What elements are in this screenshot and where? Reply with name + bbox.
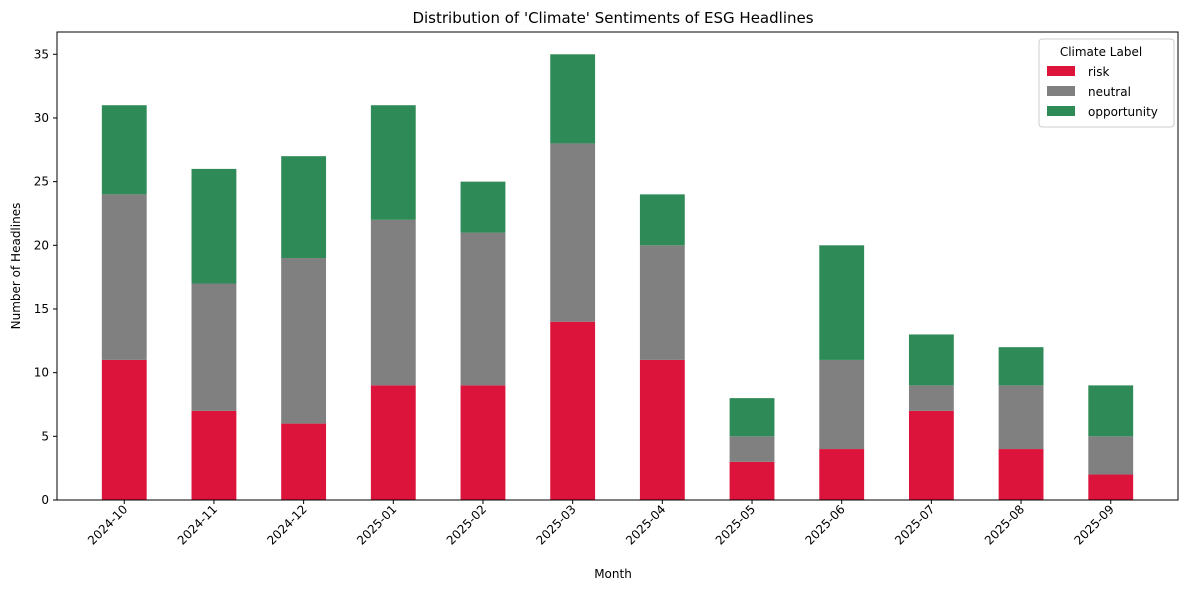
legend-frame (1038, 38, 1175, 128)
bar-opportunity-2024-10 (101, 105, 147, 195)
bar-opportunity-2025-02 (460, 181, 506, 233)
y-tick-label: 15 (34, 302, 49, 316)
x-tick-label: 2024-11 (175, 502, 220, 547)
y-tick-label: 0 (41, 493, 49, 507)
bar-risk-2024-11 (191, 410, 237, 500)
bar-neutral-2025-06 (819, 359, 865, 450)
y-tick-label: 35 (34, 47, 49, 61)
bar-neutral-2025-09 (1088, 436, 1134, 475)
y-tick-label: 30 (34, 111, 49, 125)
x-axis-label: Month (594, 567, 632, 581)
y-tick-label: 10 (34, 366, 49, 380)
bar-opportunity-2025-06 (819, 245, 865, 360)
x-tick-label: 2025-08 (982, 502, 1027, 547)
bar-opportunity-2024-11 (191, 168, 237, 284)
x-tick-label: 2024-10 (85, 502, 130, 547)
bar-risk-2025-01 (370, 385, 416, 500)
legend: Climate Label risk neutral opportunity (1038, 38, 1175, 128)
x-tick-label: 2025-09 (1072, 502, 1117, 547)
x-tick-label: 2025-03 (533, 502, 578, 547)
legend-swatch-neutral (1047, 86, 1075, 96)
legend-swatch-risk (1047, 66, 1075, 76)
bar-neutral-2025-08 (998, 385, 1044, 450)
x-tick-label: 2024-12 (264, 502, 309, 547)
bar-risk-2025-05 (729, 461, 775, 500)
bar-risk-2025-08 (998, 449, 1044, 500)
x-tick-label: 2025-06 (802, 502, 847, 547)
y-tick-label: 25 (34, 175, 49, 189)
bar-risk-2025-04 (639, 359, 685, 500)
bar-neutral-2025-02 (460, 232, 506, 386)
bar-neutral-2024-10 (101, 194, 147, 360)
y-axis-label: Number of Headlines (9, 203, 23, 330)
bar-neutral-2024-11 (191, 283, 237, 411)
bar-opportunity-2025-08 (998, 347, 1044, 386)
y-tick-label: 5 (41, 429, 49, 443)
bar-risk-2025-07 (908, 410, 954, 500)
legend-label-risk: risk (1088, 65, 1110, 79)
bar-opportunity-2025-01 (370, 105, 416, 220)
bar-risk-2025-03 (550, 321, 596, 500)
bar-neutral-2025-01 (370, 219, 416, 386)
bar-opportunity-2025-04 (639, 194, 685, 246)
y-tick-label: 20 (34, 238, 49, 252)
x-tick-label: 2025-02 (444, 502, 489, 547)
bar-risk-2024-12 (281, 423, 327, 500)
plot-frame (56, 31, 1179, 501)
legend-swatch-opportunity (1047, 106, 1075, 116)
bar-opportunity-2025-07 (908, 334, 954, 386)
x-tick-label: 2025-05 (713, 502, 758, 547)
bar-neutral-2024-12 (281, 258, 327, 424)
bar-neutral-2025-05 (729, 436, 775, 462)
bar-neutral-2025-03 (550, 143, 596, 322)
bar-risk-2024-10 (101, 359, 147, 500)
x-tick-label: 2025-04 (623, 502, 668, 547)
bar-neutral-2025-07 (908, 385, 954, 411)
bar-opportunity-2025-03 (550, 54, 596, 144)
bar-risk-2025-06 (819, 449, 865, 500)
x-tick-label: 2025-01 (354, 502, 399, 547)
legend-label-opportunity: opportunity (1088, 105, 1158, 119)
bars-group (101, 54, 1134, 500)
chart-title: Distribution of 'Climate' Sentiments of … (412, 9, 813, 27)
bar-risk-2025-09 (1088, 474, 1134, 500)
legend-label-neutral: neutral (1088, 85, 1131, 99)
x-tick-label: 2025-07 (892, 502, 937, 547)
bar-opportunity-2025-05 (729, 398, 775, 437)
bar-opportunity-2025-09 (1088, 385, 1134, 437)
legend-title: Climate Label (1060, 45, 1142, 59)
bar-neutral-2025-04 (639, 245, 685, 360)
bar-risk-2025-02 (460, 385, 506, 500)
bar-opportunity-2024-12 (281, 156, 327, 259)
